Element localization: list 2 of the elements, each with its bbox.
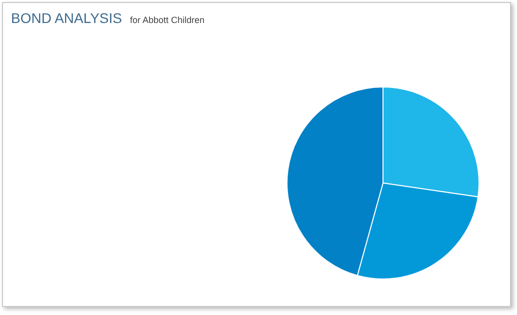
text: for Abbott Children bbox=[130, 15, 205, 25]
text: BOND ANALYSIS bbox=[11, 10, 122, 26]
